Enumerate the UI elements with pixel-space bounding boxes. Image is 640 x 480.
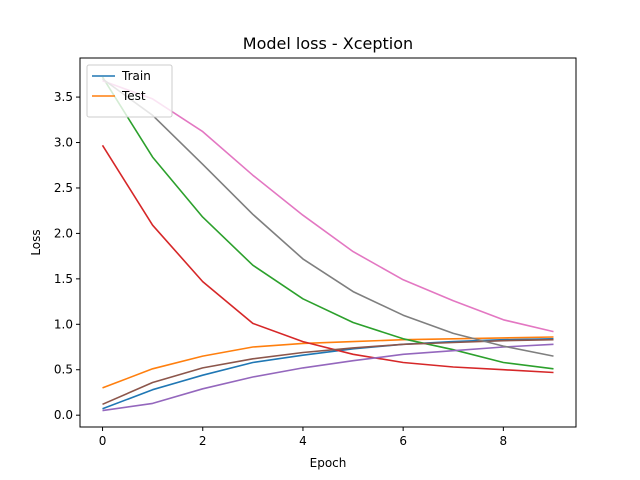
y-tick-label: 2.5 <box>54 181 73 195</box>
y-tick-label: 1.5 <box>54 272 73 286</box>
x-tick-label: 6 <box>399 434 407 448</box>
legend-entry: Train <box>121 69 151 83</box>
y-tick-label: 1.0 <box>54 317 73 331</box>
lines-layer <box>101 76 554 412</box>
series-line-test <box>102 336 554 389</box>
series-line-train <box>102 338 554 410</box>
series-line-unlabeled-5 <box>102 338 554 406</box>
y-tick-label: 3.0 <box>54 136 73 150</box>
series-line-unlabeled-2 <box>101 76 554 370</box>
legend: Train Test <box>86 64 173 118</box>
y-tick-label: 0.5 <box>54 363 73 377</box>
axes-layer: 0 2 4 6 8 0.0 0.5 1.0 1.5 2.0 2.5 3.0 3.5 <box>54 90 507 448</box>
x-tick-label: 8 <box>500 434 508 448</box>
y-tick-label: 3.5 <box>54 90 73 104</box>
x-axis-label: Epoch <box>310 456 347 470</box>
y-axis-label: Loss <box>29 229 43 255</box>
series-line-unlabeled-4 <box>102 343 554 412</box>
series-line-unlabeled-6 <box>102 79 554 333</box>
y-tick-label: 0.0 <box>54 408 73 422</box>
series-line-unlabeled-3 <box>101 144 554 374</box>
series-line-unlabeled-7 <box>102 78 554 357</box>
x-tick-label: 2 <box>199 434 207 448</box>
x-tick-label: 4 <box>299 434 307 448</box>
plot-frame <box>79 57 577 428</box>
legend-entry: Test <box>121 89 146 103</box>
chart-title: Model loss - Xception <box>243 34 413 53</box>
x-tick-label: 0 <box>99 434 107 448</box>
y-tick-label: 2.0 <box>54 226 73 240</box>
legend-box <box>86 64 173 118</box>
